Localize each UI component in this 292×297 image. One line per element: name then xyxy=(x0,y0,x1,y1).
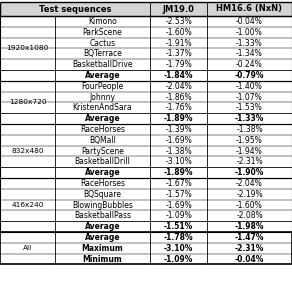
Text: -1.38%: -1.38% xyxy=(165,146,192,156)
Text: -0.04%: -0.04% xyxy=(236,17,263,26)
Text: Average: Average xyxy=(85,114,120,123)
Text: -2.04%: -2.04% xyxy=(165,82,192,91)
Text: JM19.0: JM19.0 xyxy=(163,4,194,13)
Text: -1.47%: -1.47% xyxy=(235,233,264,242)
Text: RaceHorses: RaceHorses xyxy=(80,125,125,134)
Text: 832x480: 832x480 xyxy=(11,148,44,154)
Text: -1.09%: -1.09% xyxy=(164,255,193,263)
Text: BQMall: BQMall xyxy=(89,136,116,145)
Text: Average: Average xyxy=(85,222,120,231)
Text: KristenAndSara: KristenAndSara xyxy=(73,103,132,112)
Text: Average: Average xyxy=(85,233,120,242)
Text: -1.39%: -1.39% xyxy=(165,125,192,134)
Text: -1.84%: -1.84% xyxy=(164,71,193,80)
Text: Maximum: Maximum xyxy=(82,244,124,253)
Text: -2.19%: -2.19% xyxy=(236,190,263,199)
Text: -1.95%: -1.95% xyxy=(236,136,263,145)
Text: -1.40%: -1.40% xyxy=(236,82,263,91)
Text: -1.69%: -1.69% xyxy=(165,200,192,209)
Text: -1.60%: -1.60% xyxy=(236,200,263,209)
Text: -0.04%: -0.04% xyxy=(235,255,264,263)
Text: -1.53%: -1.53% xyxy=(236,103,263,112)
Text: 1920x1080: 1920x1080 xyxy=(6,45,49,51)
Text: -2.31%: -2.31% xyxy=(236,157,263,166)
Text: BQTerrace: BQTerrace xyxy=(83,49,122,58)
Text: -1.67%: -1.67% xyxy=(165,179,192,188)
Text: -0.24%: -0.24% xyxy=(236,60,263,69)
Text: -1.51%: -1.51% xyxy=(164,222,193,231)
Text: Cactus: Cactus xyxy=(89,39,116,48)
Text: 1280x720: 1280x720 xyxy=(9,99,46,105)
Text: -1.76%: -1.76% xyxy=(165,103,192,112)
Text: -1.98%: -1.98% xyxy=(235,222,264,231)
Text: -1.60%: -1.60% xyxy=(165,28,192,37)
Text: All: All xyxy=(23,245,32,251)
Text: 416x240: 416x240 xyxy=(11,202,44,208)
Text: -2.08%: -2.08% xyxy=(236,211,263,220)
Text: BasketballDrill: BasketballDrill xyxy=(74,157,131,166)
Text: -1.90%: -1.90% xyxy=(235,168,264,177)
Text: -3.10%: -3.10% xyxy=(164,244,193,253)
Text: -1.38%: -1.38% xyxy=(236,125,263,134)
Text: -3.10%: -3.10% xyxy=(165,157,192,166)
Text: ParkScene: ParkScene xyxy=(83,28,122,37)
Text: -1.89%: -1.89% xyxy=(164,114,193,123)
Text: -0.79%: -0.79% xyxy=(235,71,264,80)
Text: HM16.6 (NxN): HM16.6 (NxN) xyxy=(216,4,282,13)
Text: -1.91%: -1.91% xyxy=(165,39,192,48)
Text: -1.07%: -1.07% xyxy=(236,92,263,102)
Text: -1.86%: -1.86% xyxy=(165,92,192,102)
Text: -1.37%: -1.37% xyxy=(165,49,192,58)
Text: BasketballDrive: BasketballDrive xyxy=(72,60,133,69)
Text: RaceHorses: RaceHorses xyxy=(80,179,125,188)
Text: -1.33%: -1.33% xyxy=(236,39,263,48)
Text: -1.69%: -1.69% xyxy=(165,136,192,145)
Text: Average: Average xyxy=(85,71,120,80)
Text: -1.00%: -1.00% xyxy=(236,28,263,37)
Text: -2.04%: -2.04% xyxy=(236,179,263,188)
Text: -1.78%: -1.78% xyxy=(164,233,193,242)
Text: BQSquare: BQSquare xyxy=(84,190,121,199)
Text: -1.33%: -1.33% xyxy=(235,114,264,123)
Text: Average: Average xyxy=(85,168,120,177)
Text: -1.79%: -1.79% xyxy=(165,60,192,69)
Text: -1.09%: -1.09% xyxy=(165,211,192,220)
Text: Kimono: Kimono xyxy=(88,17,117,26)
Text: -1.94%: -1.94% xyxy=(236,146,263,156)
Text: Test sequences: Test sequences xyxy=(39,4,111,13)
Text: -1.34%: -1.34% xyxy=(236,49,263,58)
Text: BlowingBubbles: BlowingBubbles xyxy=(72,200,133,209)
Text: PartyScene: PartyScene xyxy=(81,146,124,156)
Text: FourPeople: FourPeople xyxy=(81,82,124,91)
Bar xyxy=(0,2,292,16)
Text: Minimum: Minimum xyxy=(83,255,122,263)
Text: -1.89%: -1.89% xyxy=(164,168,193,177)
Text: -1.57%: -1.57% xyxy=(165,190,192,199)
Text: Johnny: Johnny xyxy=(90,92,116,102)
Text: -2.31%: -2.31% xyxy=(235,244,264,253)
Text: BasketballPass: BasketballPass xyxy=(74,211,131,220)
Text: -2.53%: -2.53% xyxy=(165,17,192,26)
